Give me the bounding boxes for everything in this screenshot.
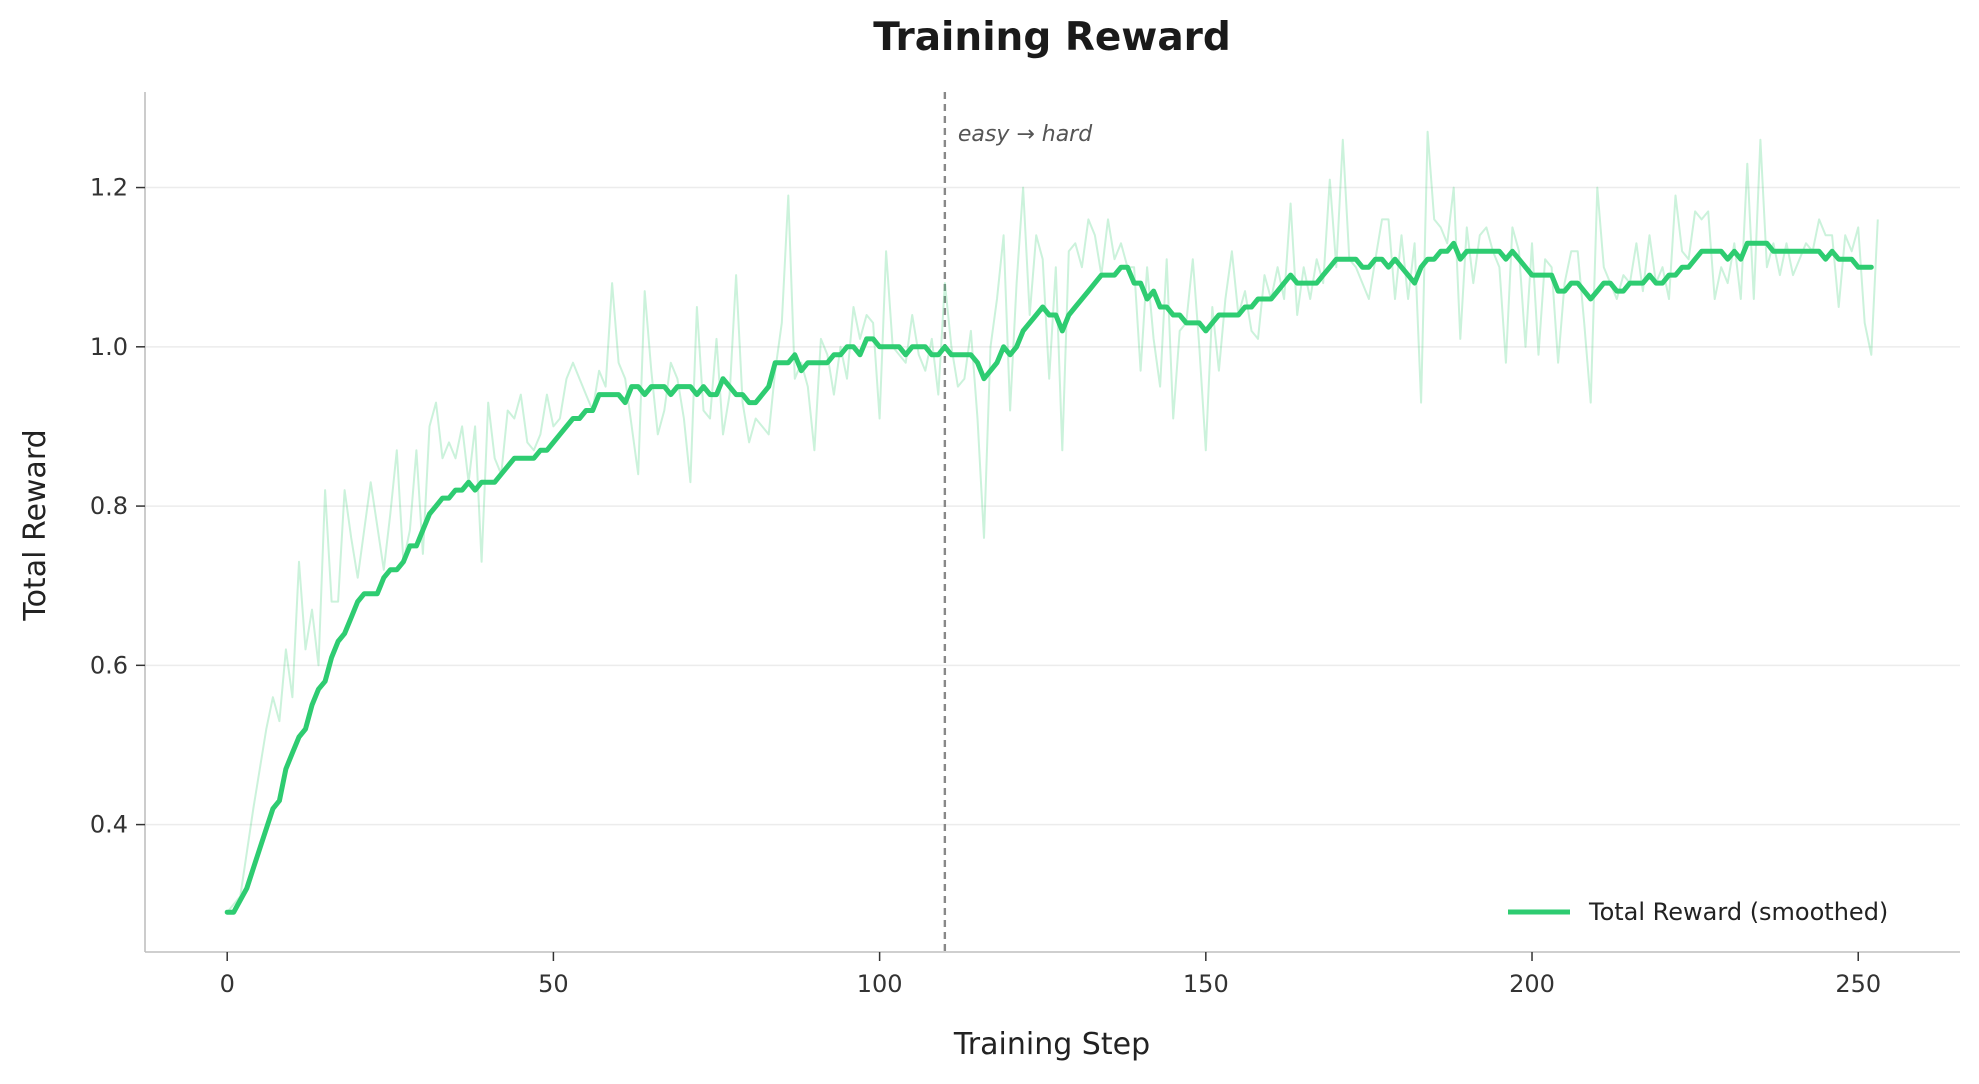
annotation-layer: easy → hard [943,92,1093,952]
chart-title: Training Reward [873,15,1231,60]
legend-label: Total Reward (smoothed) [1588,898,1888,926]
x-tick-label: 100 [857,970,903,998]
x-axis-label: Training Step [953,1027,1150,1062]
x-tick-label: 50 [538,970,569,998]
raw-series-layer [226,130,1879,913]
y-tick-label: 0.4 [90,811,128,839]
y-tick-label: 0.6 [90,651,128,679]
x-tick-label: 150 [1183,970,1229,998]
grid-layer [145,186,1960,826]
y-tick-layer: 0.4 0.6 0.8 1.0 1.2 [90,174,145,839]
x-tick-label: 200 [1509,970,1555,998]
smoothed-series-layer [224,240,1874,915]
raw-reward-line [226,130,1879,913]
y-tick-label: 0.8 [90,492,128,520]
axes-layer [144,92,1960,953]
phase-annotation-label: easy → hard [958,122,1093,147]
legend: Total Reward (smoothed) [1508,898,1888,926]
y-axis-label: Total Reward [18,429,53,621]
x-tick-label: 250 [1835,970,1881,998]
smoothed-reward-line [224,240,1874,915]
y-tick-label: 1.2 [90,174,128,202]
x-tick-layer: 0 50 100 150 200 250 [220,952,1881,998]
y-tick-label: 1.0 [90,333,128,361]
x-tick-label: 0 [220,970,235,998]
